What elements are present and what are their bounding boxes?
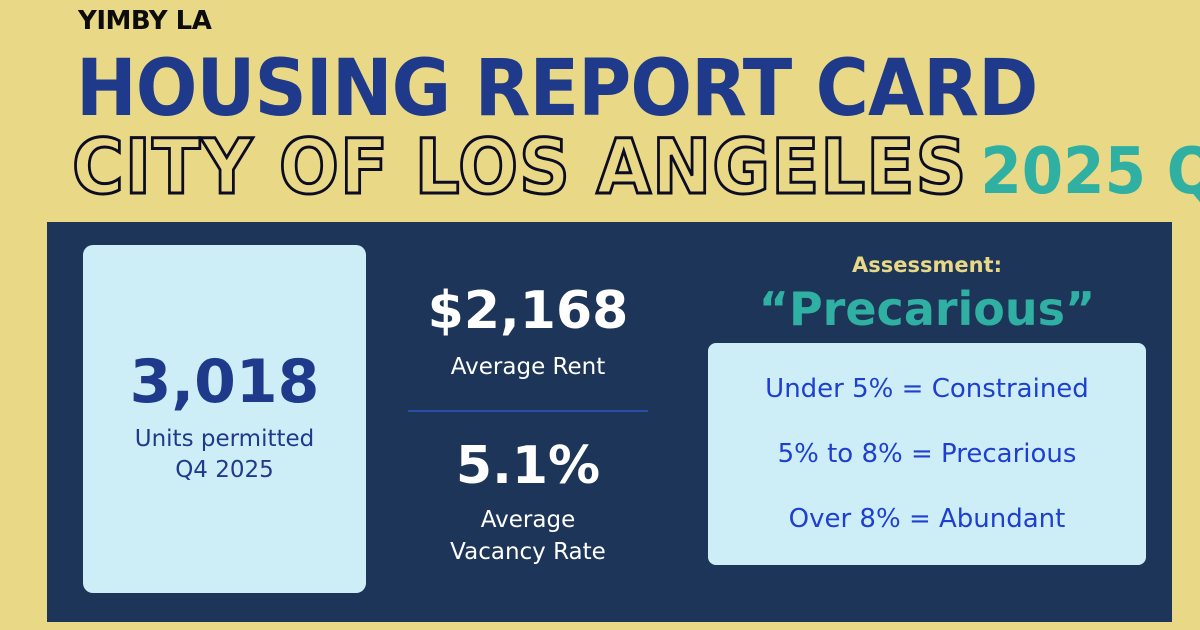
vacancy-label: Average Vacancy Rate	[400, 504, 656, 568]
permits-period: Q4 2025	[175, 457, 274, 483]
city-name: CITY OF LOS ANGELES	[71, 121, 968, 213]
divider	[408, 410, 648, 412]
scale-item-constrained: Under 5% = Constrained	[765, 374, 1089, 405]
brand-logo-text: YIMBY LA	[78, 6, 212, 36]
rent-stat: $2,168 Average Rent	[400, 285, 656, 383]
scale-item-precarious: 5% to 8% = Precarious	[777, 438, 1077, 469]
page-title: HOUSING REPORT CARD	[76, 44, 1038, 134]
assessment-label: Assessment:	[851, 253, 1002, 277]
report-period: 2025 Q4	[980, 135, 1200, 209]
assessment-value: “Precarious”	[758, 282, 1096, 336]
rent-label: Average Rent	[450, 354, 606, 380]
scale-item-abundant: Over 8% = Abundant	[788, 503, 1066, 534]
permits-card: 3,018 Units permitted Q4 2025	[83, 245, 366, 593]
vacancy-value: 5.1%	[455, 436, 601, 496]
vacancy-label-line2: Vacancy Rate	[450, 539, 606, 566]
permits-value: 3,018	[129, 346, 320, 417]
assessment-scale: Under 5% = Constrained 5% to 8% = Precar…	[708, 343, 1146, 565]
rent-value: $2,168	[427, 281, 629, 341]
permits-label: Units permitted	[134, 425, 315, 452]
vacancy-stat: 5.1% Average Vacancy Rate	[400, 440, 656, 568]
vacancy-label-line1: Average	[480, 507, 576, 533]
